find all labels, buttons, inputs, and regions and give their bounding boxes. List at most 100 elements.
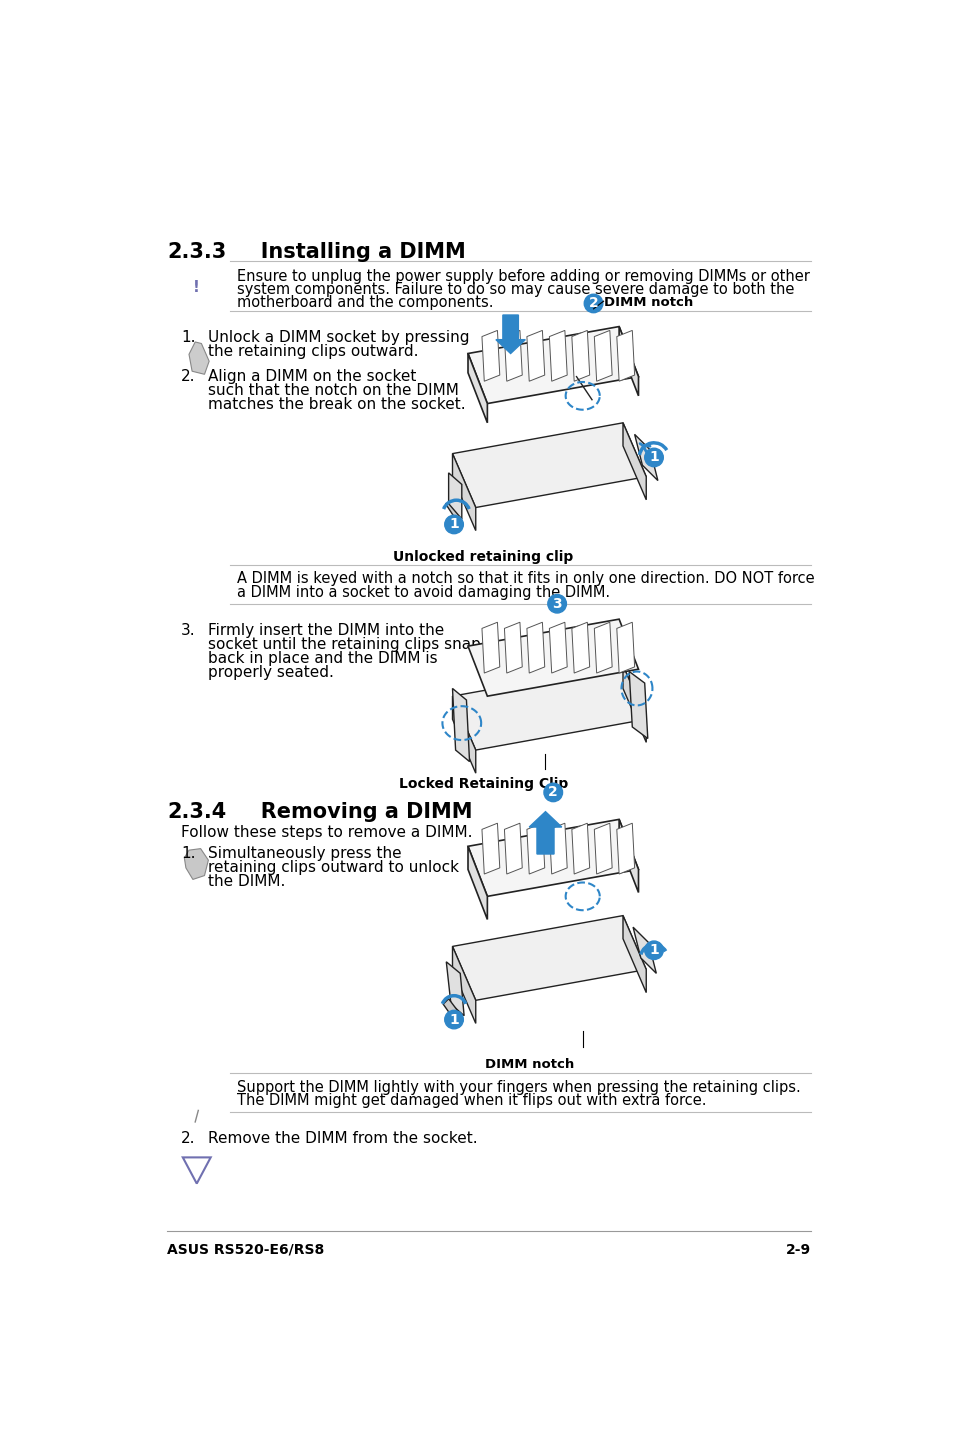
Polygon shape: [184, 848, 208, 880]
Polygon shape: [526, 623, 544, 673]
Text: DIMM notch: DIMM notch: [485, 1058, 574, 1071]
Text: Firmly insert the DIMM into the: Firmly insert the DIMM into the: [208, 623, 444, 638]
Polygon shape: [549, 331, 567, 381]
Text: 1: 1: [648, 943, 659, 958]
Text: 1.: 1.: [181, 847, 195, 861]
Text: 2: 2: [548, 785, 558, 800]
Text: Unlocked retaining clip: Unlocked retaining clip: [393, 549, 573, 564]
Text: DIMM notch: DIMM notch: [603, 296, 692, 309]
Text: 2.: 2.: [181, 370, 195, 384]
Polygon shape: [504, 623, 521, 673]
Text: Support the DIMM lightly with your fingers when pressing the retaining clips.: Support the DIMM lightly with your finge…: [236, 1080, 800, 1094]
Polygon shape: [622, 666, 645, 742]
Text: Align a DIMM on the socket: Align a DIMM on the socket: [208, 370, 416, 384]
Text: ASUS RS520-E6/RS8: ASUS RS520-E6/RS8: [167, 1242, 324, 1257]
Text: properly seated.: properly seated.: [208, 664, 334, 680]
Polygon shape: [594, 623, 612, 673]
Polygon shape: [571, 331, 589, 381]
Polygon shape: [468, 354, 487, 423]
Text: Simultaneously press the: Simultaneously press the: [208, 847, 401, 861]
Polygon shape: [617, 823, 634, 874]
Text: Installing a DIMM: Installing a DIMM: [239, 242, 466, 262]
Text: the DIMM.: the DIMM.: [208, 874, 286, 889]
Polygon shape: [629, 672, 647, 739]
Text: 1: 1: [449, 518, 458, 532]
Polygon shape: [617, 623, 634, 673]
Text: Ensure to unplug the power supply before adding or removing DIMMs or other: Ensure to unplug the power supply before…: [236, 269, 809, 283]
Polygon shape: [452, 666, 645, 751]
Polygon shape: [504, 823, 521, 874]
Text: such that the notch on the DIMM: such that the notch on the DIMM: [208, 383, 458, 398]
Text: 3.: 3.: [181, 623, 195, 638]
Polygon shape: [504, 331, 521, 381]
Text: Unlock a DIMM socket by pressing: Unlock a DIMM socket by pressing: [208, 331, 470, 345]
Text: retaining clips outward to unlock: retaining clips outward to unlock: [208, 860, 459, 876]
Text: socket until the retaining clips snap: socket until the retaining clips snap: [208, 637, 480, 651]
Text: 1.: 1.: [181, 331, 195, 345]
Polygon shape: [446, 962, 464, 1015]
Polygon shape: [452, 696, 476, 774]
Text: 1: 1: [449, 1012, 458, 1027]
Circle shape: [644, 940, 662, 959]
Polygon shape: [443, 999, 459, 1020]
Text: 1: 1: [648, 450, 659, 464]
Polygon shape: [571, 823, 589, 874]
Text: !: !: [193, 280, 200, 295]
Text: 2: 2: [588, 296, 598, 311]
Circle shape: [543, 784, 562, 801]
Polygon shape: [526, 823, 544, 874]
Text: Locked Retaining Clip: Locked Retaining Clip: [398, 777, 568, 791]
Text: system components. Failure to do so may cause severe damage to both the: system components. Failure to do so may …: [236, 282, 794, 296]
Text: Follow these steps to remove a DIMM.: Follow these steps to remove a DIMM.: [181, 825, 473, 840]
Circle shape: [444, 1011, 463, 1028]
Polygon shape: [594, 331, 612, 381]
Circle shape: [583, 295, 602, 312]
Polygon shape: [634, 434, 658, 480]
FancyArrow shape: [496, 315, 525, 354]
Polygon shape: [452, 689, 469, 762]
Polygon shape: [183, 1158, 211, 1183]
Text: 2.3.3: 2.3.3: [167, 242, 226, 262]
Text: 2.: 2.: [181, 1132, 195, 1146]
FancyArrow shape: [529, 811, 561, 854]
Polygon shape: [452, 423, 645, 508]
Polygon shape: [452, 453, 476, 531]
Text: back in place and the DIMM is: back in place and the DIMM is: [208, 651, 437, 666]
Text: the retaining clips outward.: the retaining clips outward.: [208, 344, 418, 360]
Polygon shape: [468, 326, 638, 404]
Polygon shape: [594, 823, 612, 874]
Polygon shape: [189, 342, 209, 374]
Text: 2.3.4: 2.3.4: [167, 801, 226, 821]
Text: matches the break on the socket.: matches the break on the socket.: [208, 397, 465, 411]
Polygon shape: [468, 620, 638, 696]
Polygon shape: [448, 473, 461, 519]
Polygon shape: [618, 820, 638, 893]
Polygon shape: [618, 326, 638, 395]
Polygon shape: [452, 916, 645, 1001]
Polygon shape: [549, 823, 567, 874]
Circle shape: [644, 449, 662, 467]
Polygon shape: [622, 423, 645, 500]
Polygon shape: [622, 916, 645, 992]
Polygon shape: [571, 623, 589, 673]
Polygon shape: [445, 503, 461, 519]
Polygon shape: [481, 623, 499, 673]
Polygon shape: [452, 946, 476, 1024]
Polygon shape: [617, 331, 634, 381]
Text: 2-9: 2-9: [784, 1242, 810, 1257]
Polygon shape: [481, 331, 499, 381]
Polygon shape: [633, 928, 656, 974]
Circle shape: [444, 515, 463, 533]
Text: motherboard and the components.: motherboard and the components.: [236, 295, 493, 311]
Polygon shape: [549, 623, 567, 673]
Text: a DIMM into a socket to avoid damaging the DIMM.: a DIMM into a socket to avoid damaging t…: [236, 584, 610, 600]
Text: Removing a DIMM: Removing a DIMM: [239, 801, 473, 821]
Text: A DIMM is keyed with a notch so that it fits in only one direction. DO NOT force: A DIMM is keyed with a notch so that it …: [236, 571, 814, 587]
Polygon shape: [468, 847, 487, 919]
Polygon shape: [526, 331, 544, 381]
Text: 3: 3: [552, 597, 561, 611]
Polygon shape: [468, 820, 638, 896]
Text: The DIMM might get damaged when it flips out with extra force.: The DIMM might get damaged when it flips…: [236, 1093, 706, 1107]
Text: Remove the DIMM from the socket.: Remove the DIMM from the socket.: [208, 1132, 477, 1146]
Circle shape: [547, 594, 566, 613]
